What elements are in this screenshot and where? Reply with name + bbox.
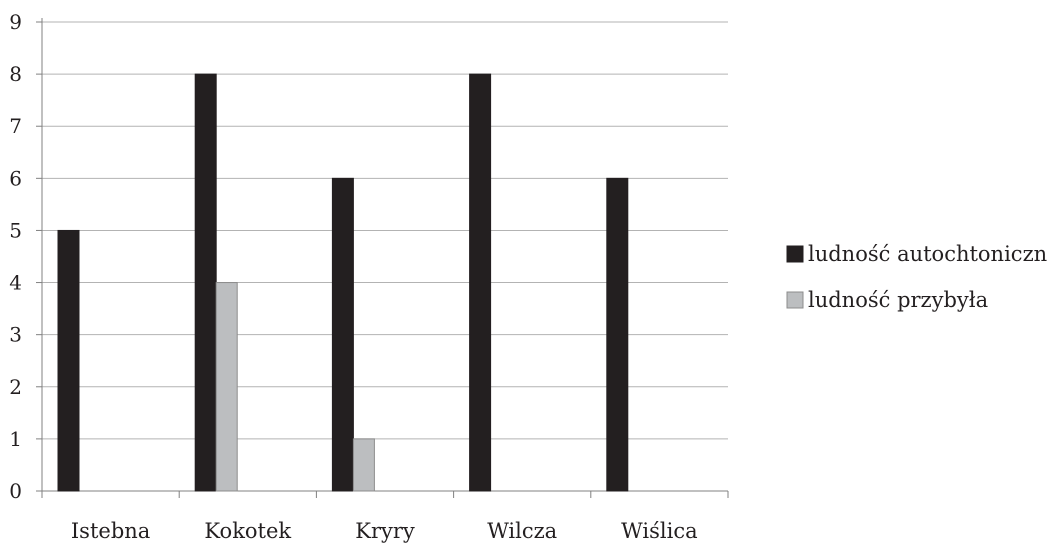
bars — [57, 73, 629, 492]
legend: ludność autochtoniczna ludność przybyła — [786, 242, 1048, 312]
y-tick-label: 2 — [9, 375, 22, 399]
gridlines — [42, 21, 728, 440]
legend-swatch — [786, 291, 804, 309]
y-tick-label: 7 — [9, 114, 22, 138]
y-tick-label: 5 — [9, 218, 22, 242]
category-label: Kryry — [355, 519, 415, 543]
bar-autochthonous — [469, 73, 492, 492]
bar-autochthonous — [57, 229, 80, 492]
bar-newcomers — [215, 282, 238, 492]
legend-label: ludność przybyła — [808, 288, 988, 312]
y-tick-label: 6 — [9, 166, 22, 190]
y-tick-label: 4 — [9, 271, 22, 295]
y-tick-label: 3 — [9, 323, 22, 347]
legend-label: ludność autochtoniczna — [808, 242, 1048, 266]
y-tick-label: 8 — [9, 62, 22, 86]
axis-labels: 0 1 2 3 4 5 6 7 8 9 Istebna Kokotek Kryry Wilcza Wiśli… — [9, 10, 697, 543]
bar-autochthonous — [606, 177, 629, 492]
y-tick-label: 1 — [9, 427, 22, 451]
bar-newcomers — [352, 438, 375, 492]
y-tick-label: 9 — [9, 10, 22, 34]
category-label: Wiślica — [621, 519, 697, 543]
category-label: Istebna — [71, 519, 150, 543]
bar-autochthonous — [331, 177, 354, 492]
bar-autochthonous — [194, 73, 217, 492]
legend-swatch — [786, 245, 804, 263]
category-label: Wilcza — [487, 519, 557, 543]
y-tick-label: 0 — [9, 479, 22, 503]
category-label: Kokotek — [204, 519, 291, 543]
